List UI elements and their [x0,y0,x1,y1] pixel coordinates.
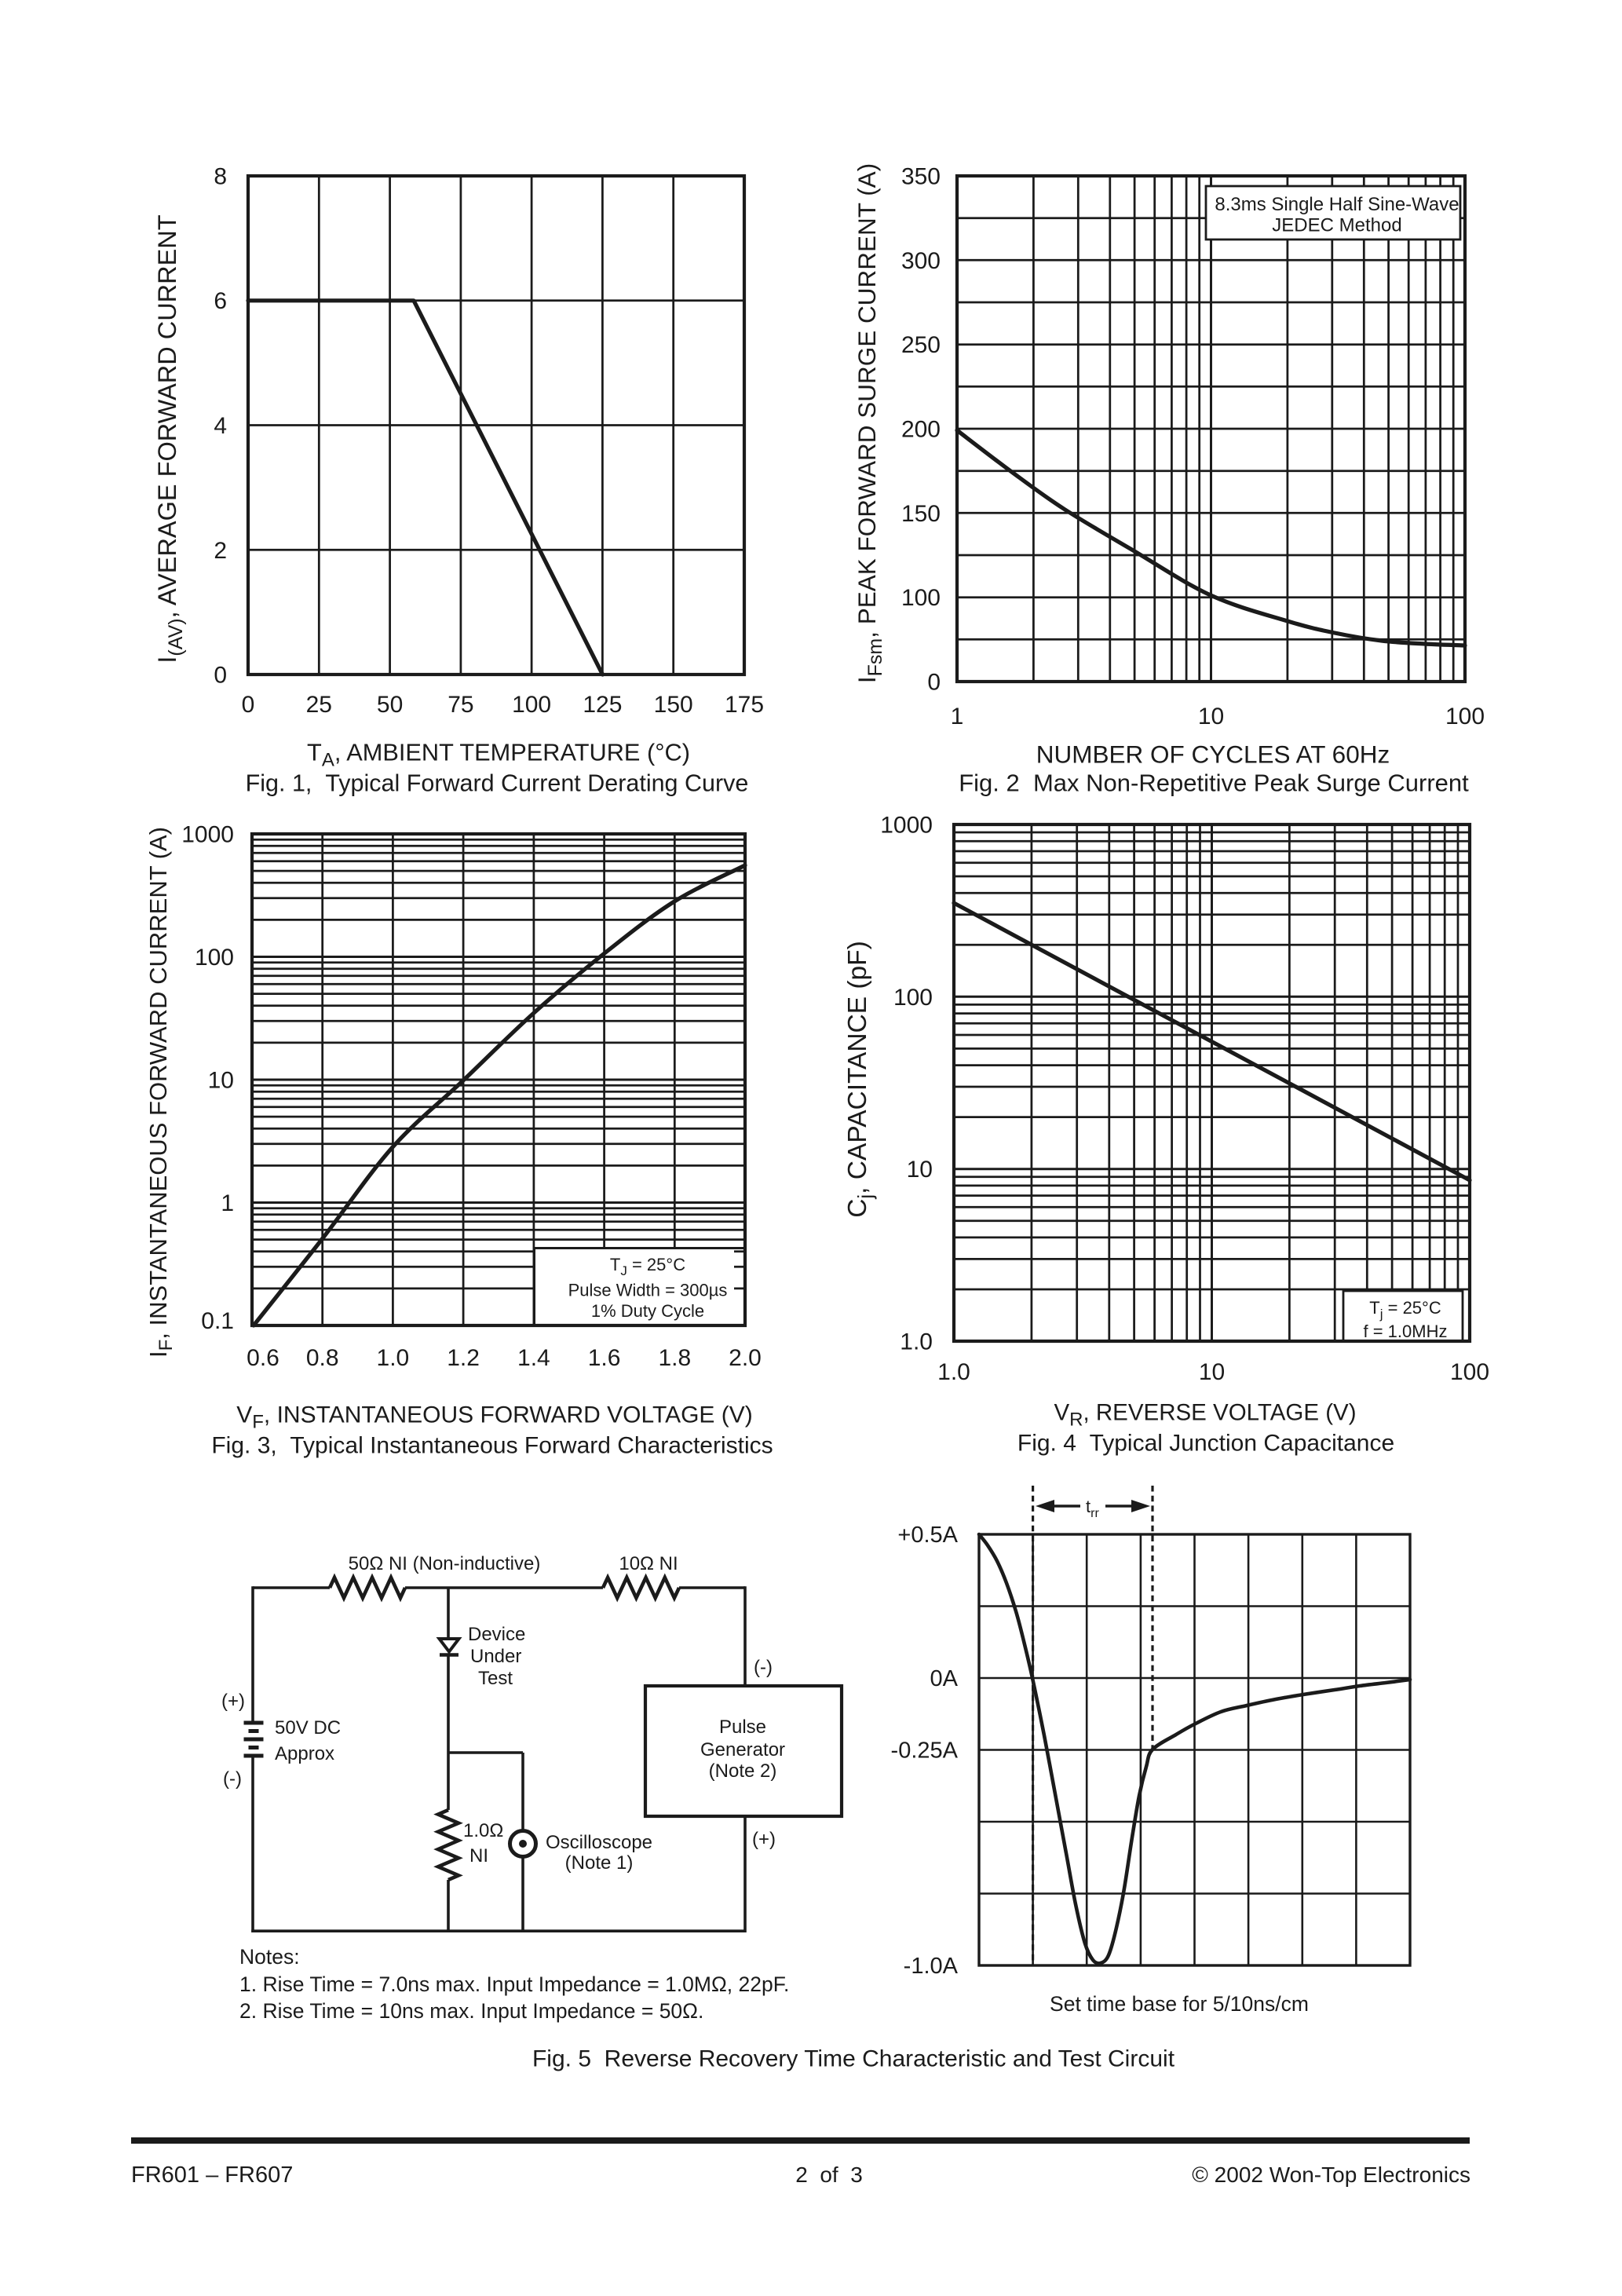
svg-text:1.4: 1.4 [517,1345,550,1371]
svg-text:(Note 2): (Note 2) [709,1760,777,1782]
svg-text:175: 175 [725,692,764,718]
svg-text:25: 25 [306,692,332,718]
svg-text:0.6: 0.6 [247,1345,279,1371]
svg-text:1.0: 1.0 [900,1329,933,1355]
svg-text:1.8: 1.8 [658,1345,691,1371]
svg-text:Notes:: Notes: [239,1945,300,1969]
svg-text:-1.0A: -1.0A [904,1954,959,1979]
svg-text:100: 100 [1450,1359,1489,1385]
svg-text:Fig. 5 Reverse Recovery Time: Fig. 5 Reverse Recovery Time Characteris… [532,2046,1175,2072]
svg-text:100: 100 [901,585,941,611]
svg-text:200: 200 [901,417,941,443]
svg-text:1.0: 1.0 [377,1345,410,1371]
svg-text:(+): (+) [752,1829,776,1850]
svg-text:10Ω NI: 10Ω NI [619,1553,678,1574]
svg-text:1.2: 1.2 [447,1345,480,1371]
svg-text:100: 100 [893,985,933,1011]
svg-text:-0.25A: -0.25A [891,1738,959,1764]
svg-text:Test: Test [478,1668,513,1689]
svg-text:Cj, CAPACITANCE (pF): Cj, CAPACITANCE (pF) [843,941,877,1218]
svg-text:1.0: 1.0 [937,1359,970,1385]
svg-text:350: 350 [901,164,941,190]
svg-text:100: 100 [512,692,551,718]
svg-text:150: 150 [901,501,941,527]
svg-text:Approx: Approx [275,1743,334,1764]
svg-text:1: 1 [951,704,964,729]
svg-text:IF, INSTANTANEOUS FORWARD CURR: IF, INSTANTANEOUS FORWARD CURRENT (A) [144,827,177,1358]
svg-text:Fig. 1, Typical Forward Curre: Fig. 1, Typical Forward Current Derating… [246,770,749,797]
svg-text:TA, AMBIENT TEMPERATURE (°C): TA, AMBIENT TEMPERATURE (°C) [307,739,690,771]
svg-text:Device: Device [468,1624,525,1645]
svg-text:Fig. 2 Max Non-Repetitive Pea: Fig. 2 Max Non-Repetitive Peak Surge Cur… [959,770,1469,797]
svg-text:100: 100 [195,945,234,971]
svg-text:150: 150 [654,692,693,718]
svg-text:TJ = 25°C: TJ = 25°C [610,1255,685,1278]
svg-text:2.0: 2.0 [729,1345,762,1371]
svg-text:10: 10 [907,1157,933,1183]
svg-text:(-): (-) [754,1657,773,1678]
svg-text:VR, REVERSE VOLTAGE (V): VR, REVERSE VOLTAGE (V) [1054,1400,1356,1431]
svg-text:JEDEC Method: JEDEC Method [1272,215,1401,236]
svg-text:f = 1.0MHz: f = 1.0MHz [1364,1322,1448,1341]
svg-text:0A: 0A [930,1666,959,1691]
svg-text:50: 50 [377,692,403,718]
svg-text:100: 100 [1445,704,1485,729]
svg-text:2: 2 [214,538,227,564]
svg-text:NI: NI [469,1845,488,1866]
svg-text:10: 10 [1198,704,1224,729]
svg-text:1. Rise Time = 7.0ns max. Inpu: 1. Rise Time = 7.0ns max. Input Impedanc… [239,1972,789,1996]
svg-text:4: 4 [214,413,227,439]
svg-text:Pulse: Pulse [719,1717,766,1738]
svg-text:8: 8 [214,164,227,190]
svg-text:0.8: 0.8 [306,1345,339,1371]
svg-text:I(AV), AVERAGE FORWARD CURRENT: I(AV), AVERAGE FORWARD CURRENT [153,214,187,663]
svg-text:© 2002 Won-Top Electronics: © 2002 Won-Top Electronics [1192,2163,1470,2187]
svg-text:75: 75 [448,692,473,718]
svg-text:1.0Ω: 1.0Ω [463,1820,503,1841]
svg-text:Tj = 25°C: Tj = 25°C [1369,1298,1441,1322]
svg-text:2. Rise Time = 10ns max. Input: 2. Rise Time = 10ns max. Input Impedance… [239,1999,703,2023]
svg-text:1000: 1000 [181,822,234,848]
svg-text:1.6: 1.6 [588,1345,621,1371]
svg-text:FR601 – FR607: FR601 – FR607 [131,2163,293,2188]
svg-text:Fig. 3, Typical Instantaneous: Fig. 3, Typical Instantaneous Forward Ch… [211,1433,773,1459]
svg-text:(-): (-) [223,1768,242,1790]
svg-text:125: 125 [583,692,622,718]
svg-text:Set time base for 5/10ns/cm: Set time base for 5/10ns/cm [1050,1992,1309,2016]
svg-text:+0.5A: +0.5A [897,1523,958,1548]
svg-text:0.1: 0.1 [201,1308,234,1334]
svg-text:(Note 1): (Note 1) [565,1852,634,1874]
svg-text:VF, INSTANTANEOUS FORWARD VOLT: VF, INSTANTANEOUS FORWARD VOLTAGE (V) [236,1402,753,1433]
svg-text:250: 250 [901,332,941,358]
svg-text:Pulse Width = 300µs: Pulse Width = 300µs [568,1281,728,1300]
svg-text:0: 0 [927,670,941,696]
svg-text:10: 10 [208,1068,234,1094]
svg-text:(+): (+) [221,1691,245,1712]
svg-text:50V DC: 50V DC [275,1717,341,1738]
svg-text:6: 6 [214,288,227,314]
svg-text:Under: Under [470,1646,521,1667]
svg-text:NUMBER OF CYCLES AT 60Hz: NUMBER OF CYCLES AT 60Hz [1036,740,1390,769]
svg-text:IFsm, PEAK FORWARD SURGE CURRE: IFsm, PEAK FORWARD SURGE CURRENT (A) [853,163,886,683]
svg-text:1000: 1000 [880,813,933,839]
svg-text:8.3ms Single Half Sine-Wave: 8.3ms Single Half Sine-Wave [1215,194,1459,215]
svg-text:1: 1 [221,1190,234,1216]
svg-text:trr: trr [1086,1497,1099,1520]
svg-text:Fig. 4 Typical Junction Capac: Fig. 4 Typical Junction Capacitance [1017,1431,1394,1457]
svg-text:0: 0 [214,663,227,689]
svg-text:Generator: Generator [700,1739,785,1760]
svg-text:300: 300 [901,248,941,274]
svg-text:10: 10 [1199,1359,1225,1385]
svg-text:0: 0 [242,692,255,718]
svg-text:1% Duty Cycle: 1% Duty Cycle [591,1301,704,1321]
svg-text:50Ω NI (Non-inductive): 50Ω NI (Non-inductive) [349,1553,541,1574]
svg-text:2 of 3: 2 of 3 [795,2163,863,2187]
svg-text:Oscilloscope: Oscilloscope [546,1832,652,1853]
